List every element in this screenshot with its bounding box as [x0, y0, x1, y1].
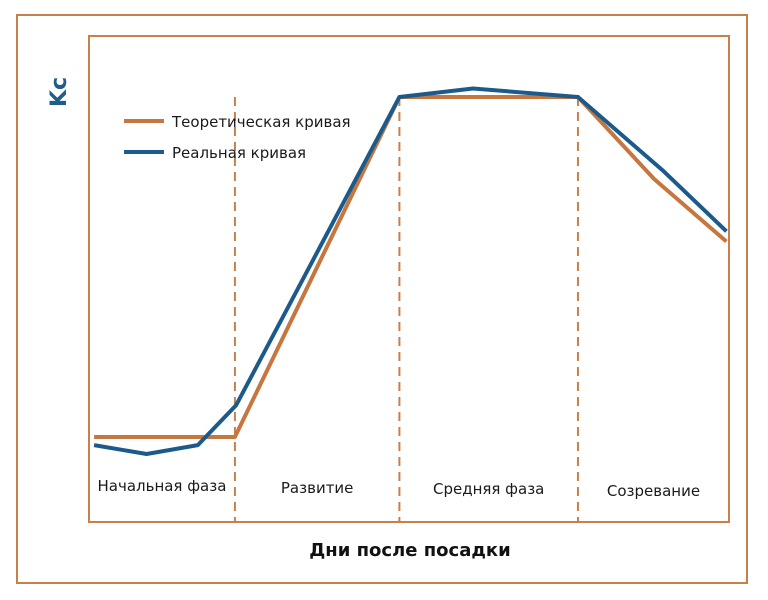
series-lines	[93, 86, 728, 456]
plot-frame	[88, 35, 730, 523]
real-curve	[93, 86, 728, 456]
x-axis-label: Дни после посадки	[309, 540, 510, 561]
phase-label-4: Созревание	[607, 482, 700, 500]
phase-boundaries	[233, 97, 579, 522]
legend-label-theoretical: Теоретическая кривая	[171, 113, 351, 131]
outer-frame	[16, 14, 748, 584]
legend: Теоретическая кривая Реальная кривая	[124, 113, 351, 162]
phase-labels: Начальная фаза Развитие Средняя фаза Созрев…	[97, 477, 700, 500]
phase-label-1: Начальная фаза	[97, 477, 226, 495]
theoretical-curve	[94, 95, 728, 439]
legend-label-real: Реальная кривая	[172, 144, 306, 162]
phase-label-3: Средняя фаза	[433, 480, 544, 498]
phase-label-2: Развитие	[281, 479, 354, 497]
y-axis-label: Kc	[47, 77, 72, 107]
